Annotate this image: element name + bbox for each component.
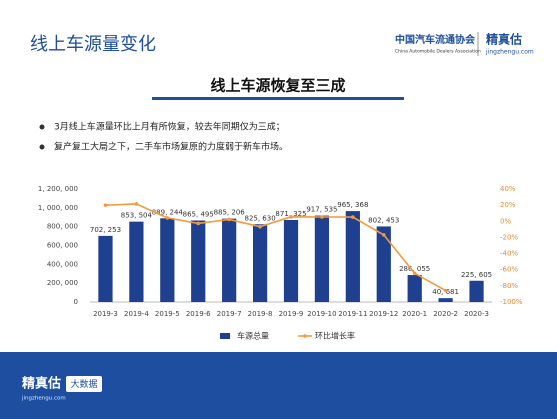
bullet-dot — [39, 124, 45, 130]
x-tick-label: 2019-9 — [279, 310, 304, 318]
bar — [98, 235, 113, 302]
bar — [283, 219, 299, 302]
value-label: 917, 535 — [306, 206, 337, 214]
footer-tag: 大数据 — [70, 378, 97, 390]
y-tick-label: 600, 000 — [47, 242, 78, 250]
y-tick-label: 0 — [74, 298, 78, 306]
x-tick-label: 2020-3 — [464, 310, 489, 318]
bar — [222, 218, 237, 302]
legend-label: 车源总量 — [237, 331, 269, 341]
value-label: 853, 504 — [121, 212, 153, 220]
legend-swatch-marker — [303, 334, 307, 338]
x-tick-label: 2019-4 — [124, 310, 149, 318]
subtitle-underline — [152, 97, 404, 100]
bar — [345, 211, 360, 302]
y-tick-label: 400, 000 — [47, 260, 78, 268]
line-marker — [412, 271, 417, 276]
value-label: 885, 206 — [214, 209, 246, 217]
x-tick-label: 2019-11 — [338, 310, 367, 318]
value-label: 865, 495 — [183, 210, 214, 218]
slide-title: 线上车源量变化 — [30, 34, 156, 55]
line-marker — [258, 224, 262, 229]
value-label: 802, 453 — [368, 216, 399, 224]
brand-url: jingzhengu.com — [485, 49, 534, 56]
line-marker — [381, 233, 386, 237]
x-tick-label: 2020-2 — [433, 310, 458, 318]
x-tick-label: 2019-7 — [217, 310, 242, 318]
value-label: 825, 630 — [244, 214, 275, 222]
legend-swatch — [220, 333, 230, 339]
y-tick-label: 200, 000 — [47, 279, 78, 287]
y2-tick-label: 20% — [500, 201, 516, 209]
y2-tick-label: -100% — [500, 298, 523, 306]
logo-cn: 中国汽车流通协会 — [395, 33, 475, 46]
y-tick-label: 1, 000, 000 — [38, 204, 78, 212]
x-tick-label: 2019-10 — [307, 310, 336, 318]
line-marker — [443, 288, 448, 293]
bar — [438, 298, 453, 302]
y2-tick-label: -20% — [500, 233, 518, 241]
line-marker — [289, 215, 293, 219]
brand: 精真估 — [486, 32, 522, 47]
x-tick-label: 2019-6 — [186, 310, 211, 318]
bar — [191, 220, 206, 302]
y2-tick-label: -40% — [500, 250, 518, 258]
bar — [129, 221, 144, 302]
value-label: 965, 368 — [337, 201, 368, 209]
x-tick-label: 2019-5 — [155, 310, 180, 318]
value-label: 702, 253 — [90, 226, 121, 234]
line-marker — [196, 221, 201, 226]
line-marker — [351, 215, 355, 219]
x-tick-label: 2019-8 — [248, 310, 273, 318]
x-tick-label: 2019-3 — [93, 310, 118, 318]
logo-en: China Automobile Dealers Association — [395, 49, 481, 55]
bar — [314, 215, 330, 302]
bar — [160, 218, 175, 302]
footer-tag-box — [66, 376, 102, 392]
y2-tick-label: 0% — [500, 217, 511, 225]
y2-tick-label: -60% — [500, 266, 518, 274]
bar — [469, 280, 484, 302]
value-label: 871, 325 — [275, 210, 306, 218]
bar — [252, 224, 268, 302]
x-tick-label: 2019-12 — [369, 310, 398, 318]
line-marker — [134, 202, 139, 206]
legend-label: 环比增长率 — [315, 331, 355, 341]
y-tick-label: 1, 200, 000 — [38, 185, 78, 193]
value-label: 889, 244 — [152, 208, 184, 216]
y2-tick-label: -80% — [500, 282, 518, 290]
bar — [376, 226, 391, 302]
line-marker — [227, 217, 231, 222]
subtitle: 线上车源恢复至三成 — [210, 77, 345, 95]
line-marker — [103, 203, 108, 207]
y-tick-label: 800, 000 — [47, 223, 78, 231]
bar — [407, 275, 422, 302]
line — [105, 203, 447, 292]
bullet-text: 复产复工大局之下，二手车市场复原的力度弱于新车市场。 — [54, 141, 288, 153]
value-label: 225, 605 — [461, 271, 492, 279]
x-tick-label: 2020-1 — [402, 310, 427, 318]
footer-brand: 精真估 — [22, 376, 61, 392]
line-marker — [320, 215, 324, 219]
bullet-text: 3月线上车源量环比上月有所恢复，较去年同期仅为三成； — [54, 121, 285, 133]
line-marker — [165, 216, 170, 220]
footer-url: jingzhengu.com — [21, 396, 66, 402]
chart: 0 200, 000 400, 000 600, 000 800, 000 1, 000,… — [38, 185, 523, 341]
bullet-dot — [39, 144, 45, 150]
y2-tick-label: 40% — [500, 185, 516, 193]
value-label: 286, 055 — [399, 265, 430, 273]
